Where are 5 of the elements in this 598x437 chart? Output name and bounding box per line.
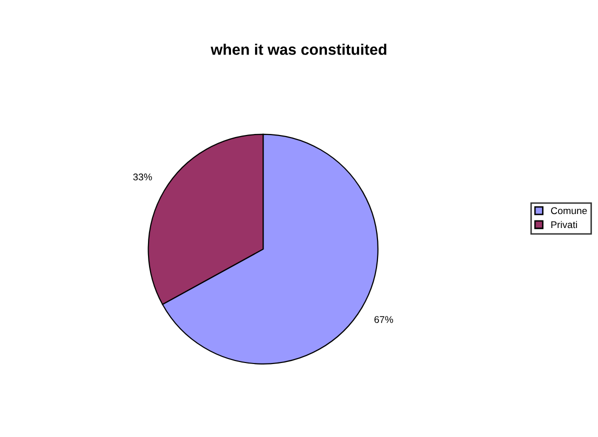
legend-label: Comune (551, 207, 587, 214)
chart-title: when it was constituited (210, 44, 386, 55)
legend-label: Privati (551, 220, 577, 228)
data-label: 33% (133, 174, 152, 180)
data-label: 67% (374, 316, 394, 324)
